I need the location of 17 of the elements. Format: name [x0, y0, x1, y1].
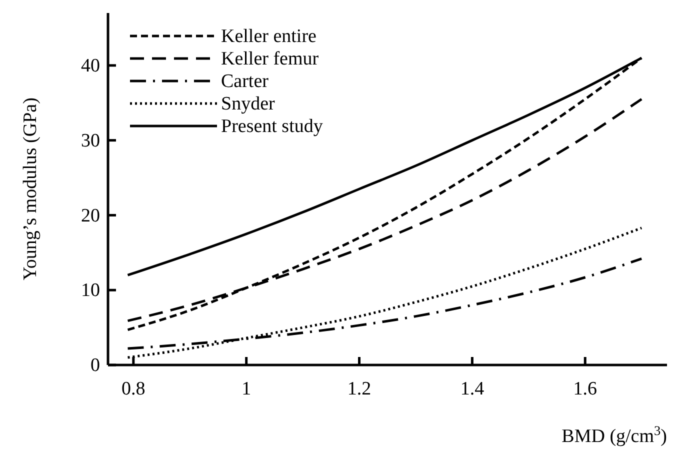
x-tick-label: 1.6	[573, 378, 597, 400]
y-tick-label: 30	[81, 130, 100, 152]
x-tick-label: 0.8	[122, 378, 146, 400]
x-tick-label: 1.2	[347, 378, 372, 400]
x-tick-label: 1.4	[460, 378, 485, 400]
y-tick-label: 40	[81, 56, 100, 77]
legend-label: Carter	[221, 71, 270, 92]
legend-label: Present study	[221, 116, 324, 137]
legend-label: Keller entire	[221, 26, 316, 47]
y-tick-label: 10	[81, 280, 100, 302]
y-tick-label: 0	[90, 355, 100, 376]
y-tick-label: 20	[81, 205, 100, 226]
legend-label: Snyder	[221, 94, 276, 114]
legend-label: Keller femur	[221, 48, 320, 70]
x-tick-label: 1	[242, 378, 252, 400]
x-axis-title: BMD (g/cm$^{3}$)	[562, 422, 667, 447]
y-axis-title: Young’s modulus (GPa)	[20, 98, 41, 280]
